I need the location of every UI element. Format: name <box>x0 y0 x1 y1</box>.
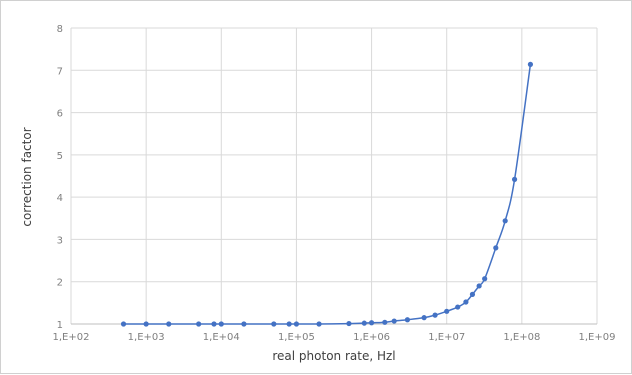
series-line-layer <box>123 64 532 325</box>
y-tick-label: 3 <box>57 235 63 246</box>
y-tick-label: 5 <box>57 151 63 162</box>
data-point <box>361 320 367 326</box>
data-point <box>271 321 277 327</box>
data-point <box>368 320 375 326</box>
data-point <box>404 317 411 323</box>
data-point <box>476 283 482 289</box>
y-tick-label: 8 <box>57 24 63 35</box>
data-point <box>463 299 469 305</box>
y-tick-label: 4 <box>57 193 63 204</box>
data-point <box>482 276 488 282</box>
data-point <box>316 321 322 327</box>
x-tick-label: 1,E+05 <box>278 332 315 343</box>
tick-labels: 1 2 3 4 5 6 7 8 1,E+02 1,E+03 1,E+04 1,E+05 1,E+06 1,… <box>53 24 616 343</box>
data-point <box>421 315 427 321</box>
x-tick-label: 1,E+04 <box>203 332 240 343</box>
data-point <box>143 321 149 327</box>
data-point <box>120 321 127 327</box>
x-tick-label: 1,E+08 <box>503 332 540 343</box>
x-tick-label: 1,E+07 <box>428 332 465 343</box>
x-axis-title: real photon rate, Hzl <box>272 349 395 363</box>
data-point <box>493 245 499 251</box>
x-tick-label: 1,E+06 <box>353 332 390 343</box>
data-point <box>391 318 397 324</box>
x-tick-label: 1,E+09 <box>579 332 616 343</box>
x-tick-label: 1,E+03 <box>128 332 165 343</box>
data-point <box>382 319 388 325</box>
data-point <box>444 308 450 314</box>
y-axis-title: correction factor <box>20 127 34 226</box>
data-point <box>218 321 224 327</box>
data-point <box>502 218 508 224</box>
x-tick-label: 1,E+02 <box>53 332 90 343</box>
data-point <box>166 321 172 327</box>
data-point <box>293 321 300 327</box>
data-point <box>211 321 217 327</box>
data-point <box>241 321 247 327</box>
gridlines <box>70 27 598 324</box>
data-point <box>346 320 352 327</box>
data-point <box>469 291 476 297</box>
y-tick-label: 1 <box>57 320 63 331</box>
series-line <box>123 64 532 325</box>
y-tick-label: 7 <box>57 66 63 77</box>
data-point <box>432 312 438 318</box>
data-point <box>196 321 202 327</box>
data-point <box>511 176 518 182</box>
y-tick-label: 2 <box>57 278 63 289</box>
data-point <box>286 321 292 327</box>
series-markers <box>120 61 534 327</box>
y-tick-label: 6 <box>57 109 63 120</box>
data-point <box>527 61 534 67</box>
data-point <box>455 304 461 310</box>
